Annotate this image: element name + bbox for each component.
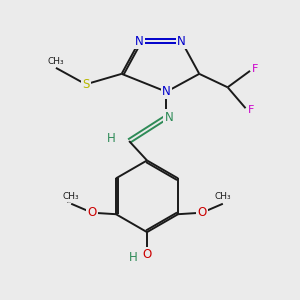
Text: O: O [197, 206, 207, 219]
Text: F: F [252, 64, 259, 74]
Text: H: H [129, 251, 138, 264]
Text: CH₃: CH₃ [48, 57, 64, 66]
Text: O: O [142, 248, 152, 261]
Text: CH₃: CH₃ [63, 192, 80, 201]
Text: methyl: methyl [67, 202, 72, 203]
Text: F: F [248, 105, 254, 115]
Text: N: N [162, 85, 171, 98]
Text: N: N [164, 111, 173, 124]
Text: H: H [107, 132, 116, 145]
Text: N: N [135, 34, 144, 47]
Text: S: S [82, 78, 89, 91]
Text: N: N [177, 34, 186, 47]
Text: O: O [88, 206, 97, 219]
Text: CH₃: CH₃ [214, 192, 231, 201]
